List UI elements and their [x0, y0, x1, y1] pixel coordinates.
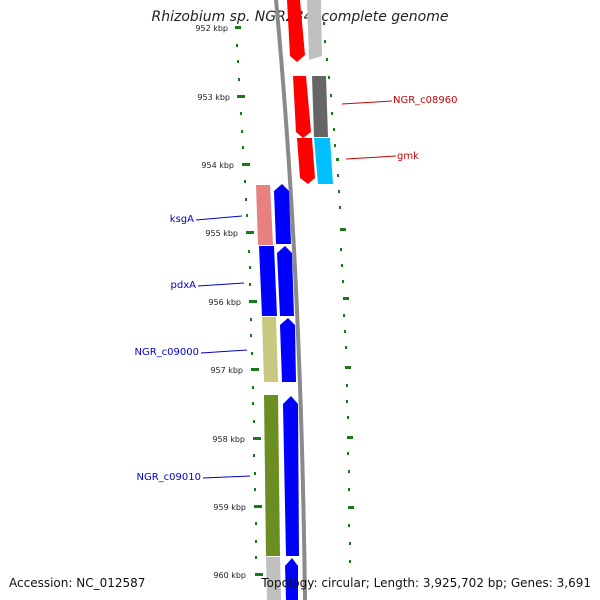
gene-arrow-red [287, 0, 305, 62]
gene-labels: NGR_c08960 gmk ksgA pdxA NGR_c09000 NGR_… [135, 95, 458, 483]
gene-label: NGR_c08960 [393, 95, 458, 106]
gene-arrow-red [293, 76, 311, 138]
gene-label: ksgA [170, 214, 194, 225]
forward-strand-track [287, 0, 315, 184]
ruler-label: 960 kbp [213, 571, 246, 580]
gene-arrow-red [297, 138, 315, 184]
gene-arrow-blue [277, 246, 294, 316]
function-track-bottom [256, 185, 281, 600]
ruler-label: 952 kbp [195, 24, 228, 33]
ruler-label: 955 kbp [205, 229, 238, 238]
genome-summary-text: Topology: circular; Length: 3,925,702 bp… [261, 576, 591, 590]
gene-label: pdxA [171, 280, 197, 291]
ruler-label: 956 kbp [208, 298, 241, 307]
gene-label: NGR_c09000 [135, 347, 200, 358]
ruler-label: 959 kbp [213, 503, 246, 512]
ruler-label: 953 kbp [197, 93, 230, 102]
ruler-labels: 952 kbp 953 kbp 954 kbp 955 kbp 956 kbp … [195, 24, 246, 580]
ruler-label: 958 kbp [212, 435, 245, 444]
gene-arrow-blue [283, 396, 299, 556]
function-track-top [307, 0, 333, 184]
genome-backbone [274, 0, 307, 600]
ruler-label: 957 kbp [210, 366, 243, 375]
outer-tick-column [323, 22, 354, 563]
inner-tick-column [235, 26, 263, 576]
accession-text: Accession: NC_012587 [9, 576, 146, 590]
gene-arrow-blue [280, 318, 296, 382]
gene-arrow-blue [285, 558, 298, 600]
reverse-strand-track [274, 184, 299, 600]
gene-label: gmk [397, 151, 419, 162]
gene-arrow-blue [274, 184, 291, 244]
ruler-label: 954 kbp [201, 161, 234, 170]
gene-label: NGR_c09010 [137, 472, 202, 483]
